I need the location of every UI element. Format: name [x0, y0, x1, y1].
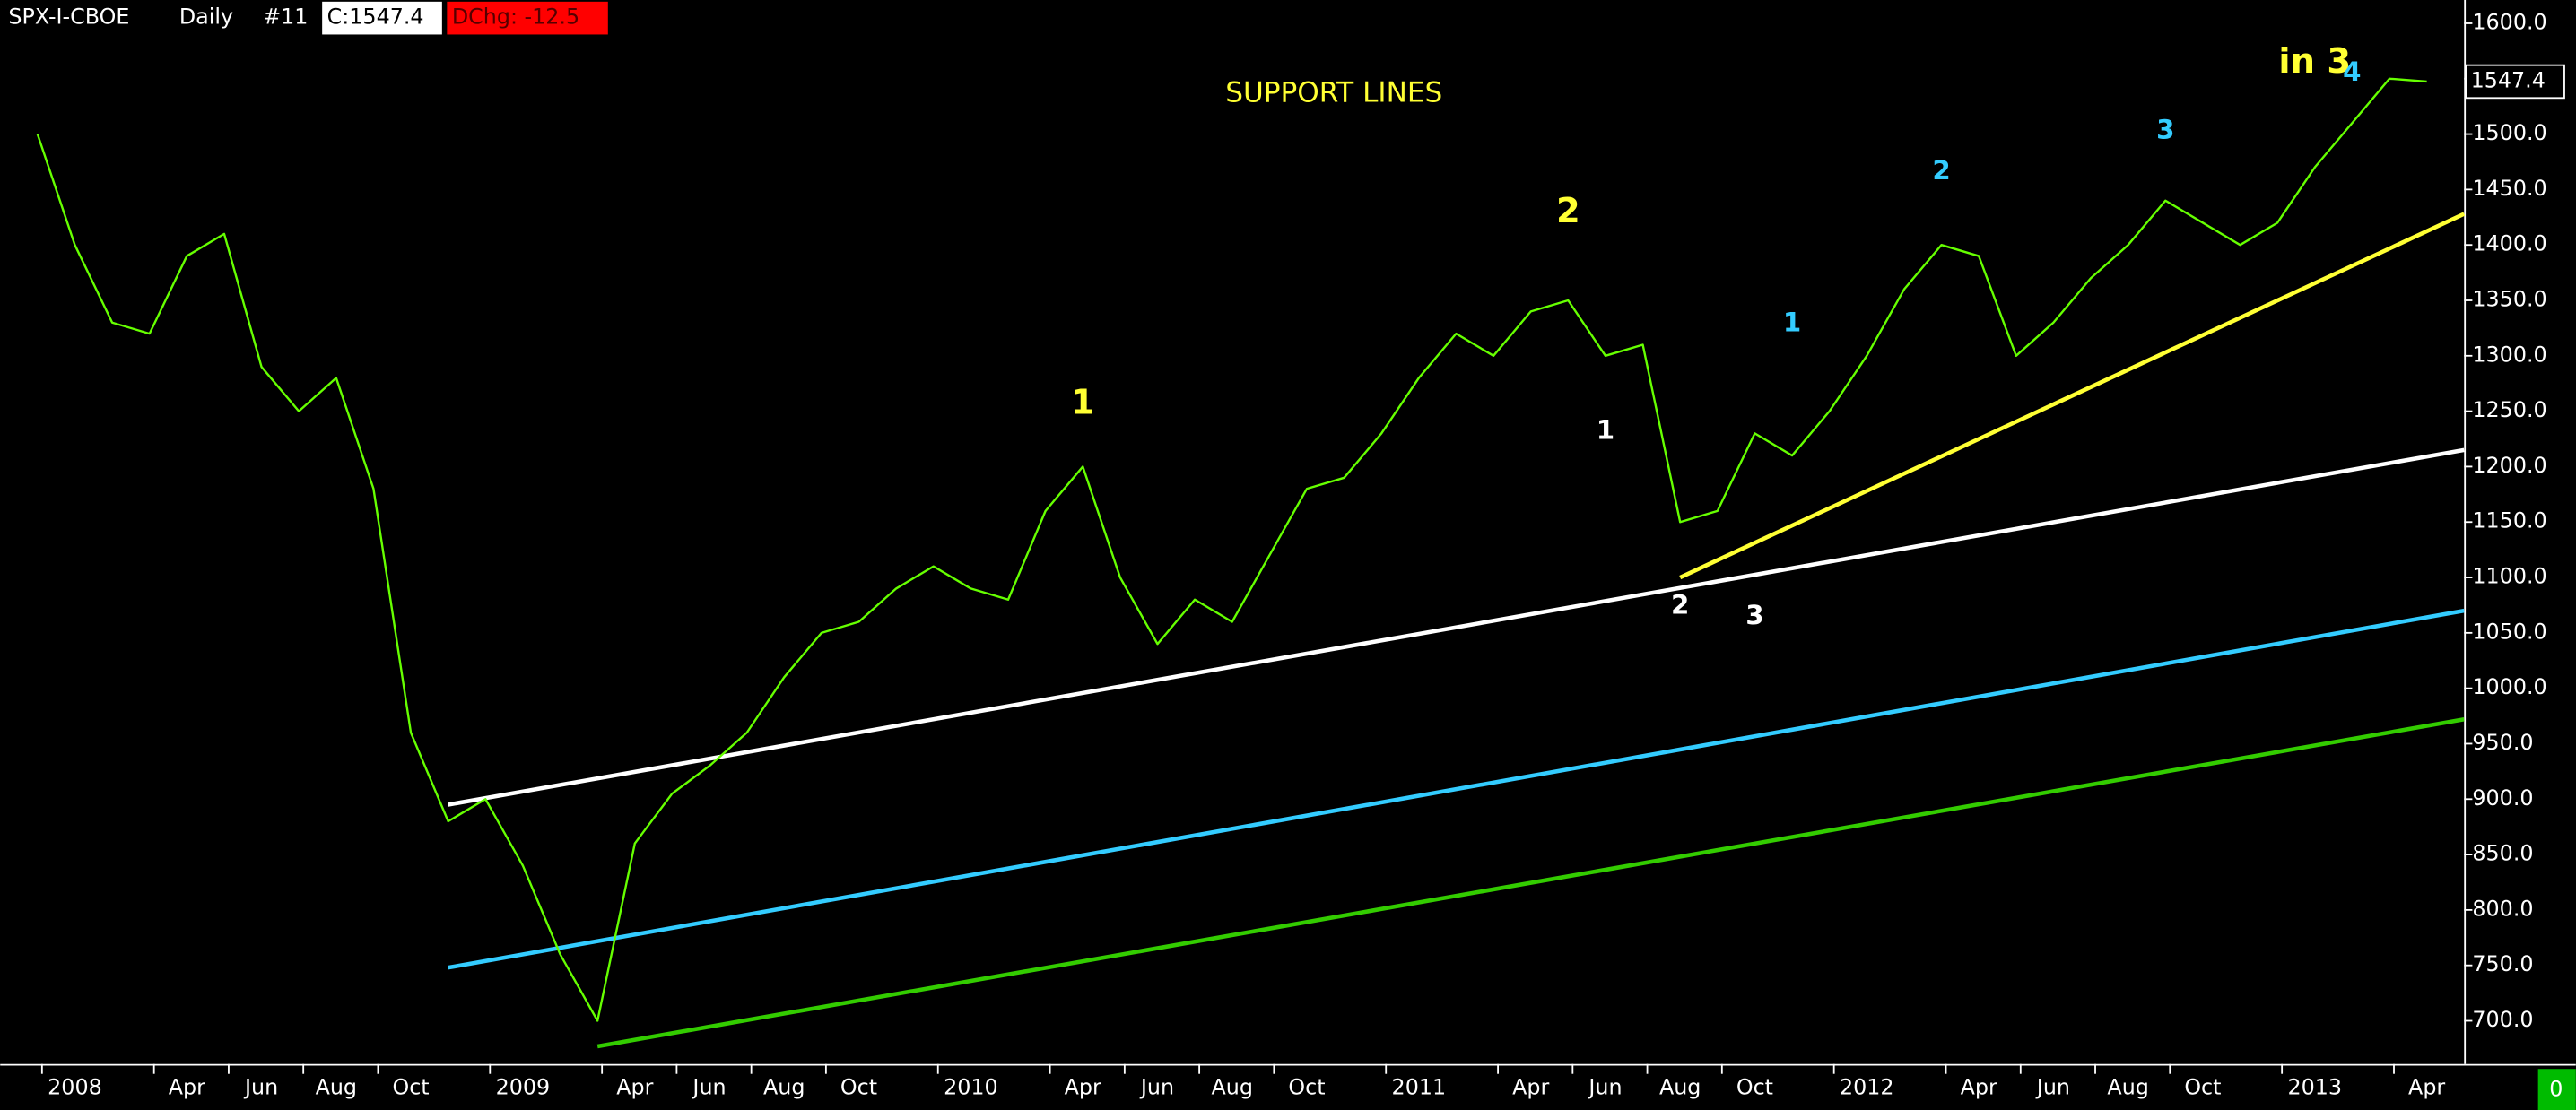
y-tick-label: 850.0	[2472, 841, 2533, 866]
x-tick-label: Apr	[1065, 1075, 1101, 1100]
y-tick-label: 950.0	[2472, 730, 2533, 755]
status-box	[2537, 1069, 2576, 1110]
x-tick-label: 2013	[2287, 1075, 2342, 1100]
annotation: 1	[1783, 307, 1801, 337]
y-tick-label: 1150.0	[2472, 508, 2546, 533]
x-tick-label: Apr	[1512, 1075, 1549, 1100]
chart-title: SUPPORT LINES	[1225, 76, 1442, 108]
y-tick-label: 1100.0	[2472, 564, 2546, 589]
x-tick-label: Apr	[1961, 1075, 1997, 1100]
y-tick-label: 1400.0	[2472, 231, 2546, 256]
y-tick-label: 1200.0	[2472, 453, 2546, 478]
annotation: 2	[1671, 590, 1689, 620]
annotation: 3	[1745, 600, 1763, 630]
x-tick-label: Oct	[840, 1075, 877, 1100]
x-tick-label: Jun	[243, 1075, 278, 1100]
y-tick-label: 1000.0	[2472, 674, 2546, 699]
change: DChg: -12.5	[452, 4, 579, 30]
status: 0	[2549, 1077, 2563, 1102]
x-tick-label: Aug	[316, 1075, 357, 1100]
x-tick-label: Oct	[392, 1075, 429, 1100]
support-line	[1679, 212, 2466, 580]
y-tick-label: 1250.0	[2472, 397, 2546, 422]
x-tick-label: 2011	[1392, 1075, 1447, 1100]
price-line	[36, 77, 2427, 1022]
y-tick-label: 700.0	[2472, 1007, 2533, 1032]
x-tick-label: Jun	[1139, 1075, 1174, 1100]
x-tick-label: 2009	[496, 1075, 551, 1100]
x-tick-label: Aug	[763, 1075, 805, 1100]
x-tick-label: Jun	[1587, 1075, 1622, 1100]
x-tick-label: 2010	[944, 1075, 998, 1100]
support-line	[596, 717, 2465, 1049]
annotation: 2	[1556, 191, 1580, 231]
y-tick-label: 1300.0	[2472, 342, 2546, 367]
x-tick-label: Apr	[169, 1075, 205, 1100]
x-tick-label: 2008	[48, 1075, 102, 1100]
close-box	[322, 1, 442, 35]
x-tick-label: Aug	[1659, 1075, 1701, 1100]
interval: Daily	[179, 4, 233, 30]
x-tick-label: Oct	[1736, 1075, 1773, 1100]
annotation: 1	[1597, 414, 1614, 445]
annotation: 1	[1071, 383, 1095, 423]
annotation: in 3	[2278, 41, 2351, 82]
x-tick-label: Aug	[1211, 1075, 1252, 1100]
header: SPX-I-CBOE Daily #11 C:1547.4 DChg: -12.…	[8, 1, 608, 35]
y-tick-label: 750.0	[2472, 951, 2533, 976]
y-tick-label: 1350.0	[2472, 287, 2546, 312]
x-tick-label: Jun	[691, 1075, 726, 1100]
window: #11	[263, 4, 308, 30]
support-line	[448, 608, 2465, 970]
annotation: 3	[2156, 114, 2174, 144]
annotation: 2	[1932, 155, 1950, 186]
x-tick-label: Jun	[2035, 1075, 2070, 1100]
y-tick-label: 1050.0	[2472, 619, 2546, 644]
y-tick-label: 1500.0	[2472, 120, 2546, 145]
x-tick-label: Apr	[2408, 1075, 2445, 1100]
x-tick-label: Apr	[616, 1075, 653, 1100]
change-box	[447, 1, 608, 35]
y-tick-label: 900.0	[2472, 785, 2533, 811]
y-tick-label: 1600.0	[2472, 9, 2546, 34]
close: C:1547.4	[327, 4, 424, 30]
last-price: 1547.4	[2471, 67, 2546, 92]
x-tick-label: Oct	[2184, 1075, 2221, 1100]
x-tick-label: Oct	[1288, 1075, 1325, 1100]
annotation: 4	[2343, 56, 2361, 87]
support-line	[448, 447, 2465, 807]
x-tick-label: Aug	[2107, 1075, 2148, 1100]
y-tick-label: 800.0	[2472, 896, 2533, 921]
last-price-box	[2465, 64, 2565, 100]
symbol: SPX-I-CBOE	[8, 4, 129, 30]
x-tick-label: 2012	[1840, 1075, 1894, 1100]
y-tick-label: 1450.0	[2472, 176, 2546, 201]
